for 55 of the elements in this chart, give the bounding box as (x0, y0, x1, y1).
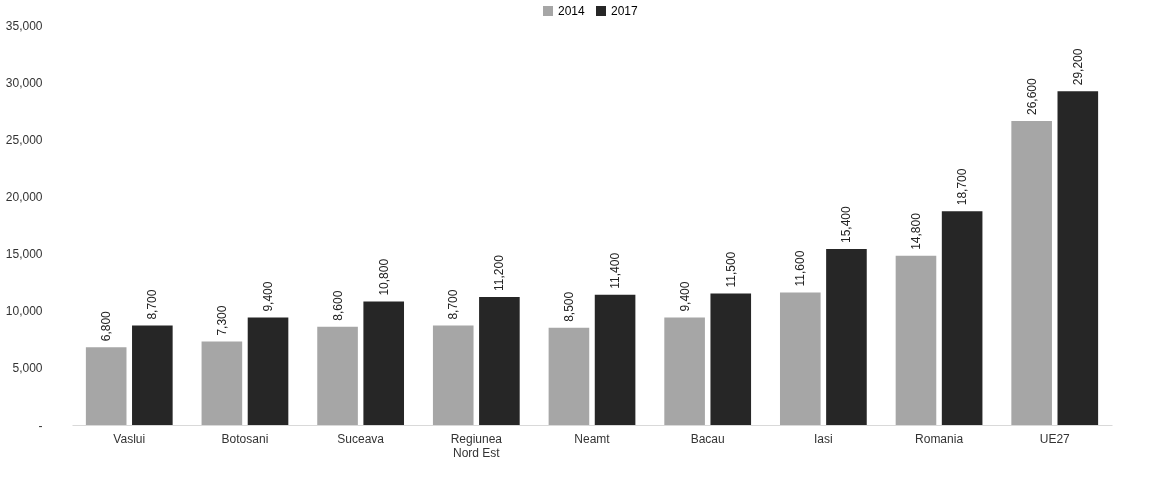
data-label: 14,800 (908, 212, 923, 250)
data-label: 11,600 (793, 250, 808, 287)
data-label: 15,400 (839, 205, 854, 243)
data-label: 8,700 (145, 289, 160, 320)
data-label: 9,400 (261, 281, 276, 312)
x-tick-label: Regiunea Nord Est (450, 431, 503, 460)
data-label: 7,300 (214, 305, 229, 336)
x-tick-label: Botosani (221, 431, 269, 446)
bar (664, 317, 705, 425)
bar (247, 317, 289, 425)
legend-label: 2014 (558, 4, 586, 18)
bar (363, 301, 405, 425)
bar (317, 326, 358, 425)
legend-label: 2017 (611, 4, 639, 18)
data-label: 8,500 (561, 291, 576, 322)
data-label: 6,800 (99, 310, 114, 342)
y-tick-label: 30,000 (5, 75, 43, 90)
data-label: 18,700 (955, 168, 970, 206)
bar (826, 249, 867, 425)
bar (132, 325, 173, 425)
x-tick-label: Neamt (574, 431, 611, 446)
data-label: 11,200 (492, 254, 507, 291)
data-label: 11,400 (608, 252, 623, 289)
y-tick-label: 20,000 (5, 189, 43, 204)
x-tick-label: Suceava (337, 431, 385, 446)
y-tick-label: 5,000 (12, 361, 43, 376)
data-label: 11,500 (723, 251, 738, 288)
bar (1057, 91, 1099, 425)
x-tick-label: Romania (915, 431, 964, 446)
data-label: 8,600 (330, 290, 345, 321)
data-label: 9,400 (677, 281, 692, 312)
data-label: 26,600 (1024, 77, 1039, 115)
bar (201, 341, 243, 425)
y-tick-label: 10,000 (5, 304, 43, 319)
x-tick-label: UE27 (1039, 431, 1071, 446)
bar (594, 294, 636, 425)
y-tick-label: - (38, 418, 43, 433)
y-tick-label: 15,000 (5, 247, 43, 262)
bar (1011, 121, 1052, 425)
bar (941, 211, 983, 425)
data-label: 29,200 (1070, 48, 1085, 86)
y-tick-label: 25,000 (5, 132, 43, 147)
bar (710, 293, 752, 425)
y-tick-label: 35,000 (5, 18, 43, 33)
x-tick-label: Vaslui (113, 431, 146, 446)
data-label: 10,800 (376, 258, 391, 296)
bar (479, 297, 520, 425)
bar (895, 255, 937, 425)
x-tick-label: Bacau (690, 431, 725, 446)
bar (548, 327, 590, 425)
bar (779, 292, 821, 425)
bar (85, 347, 127, 425)
data-label: 8,700 (446, 289, 461, 320)
bar (432, 325, 474, 425)
x-tick-label: Iasi (814, 431, 833, 446)
